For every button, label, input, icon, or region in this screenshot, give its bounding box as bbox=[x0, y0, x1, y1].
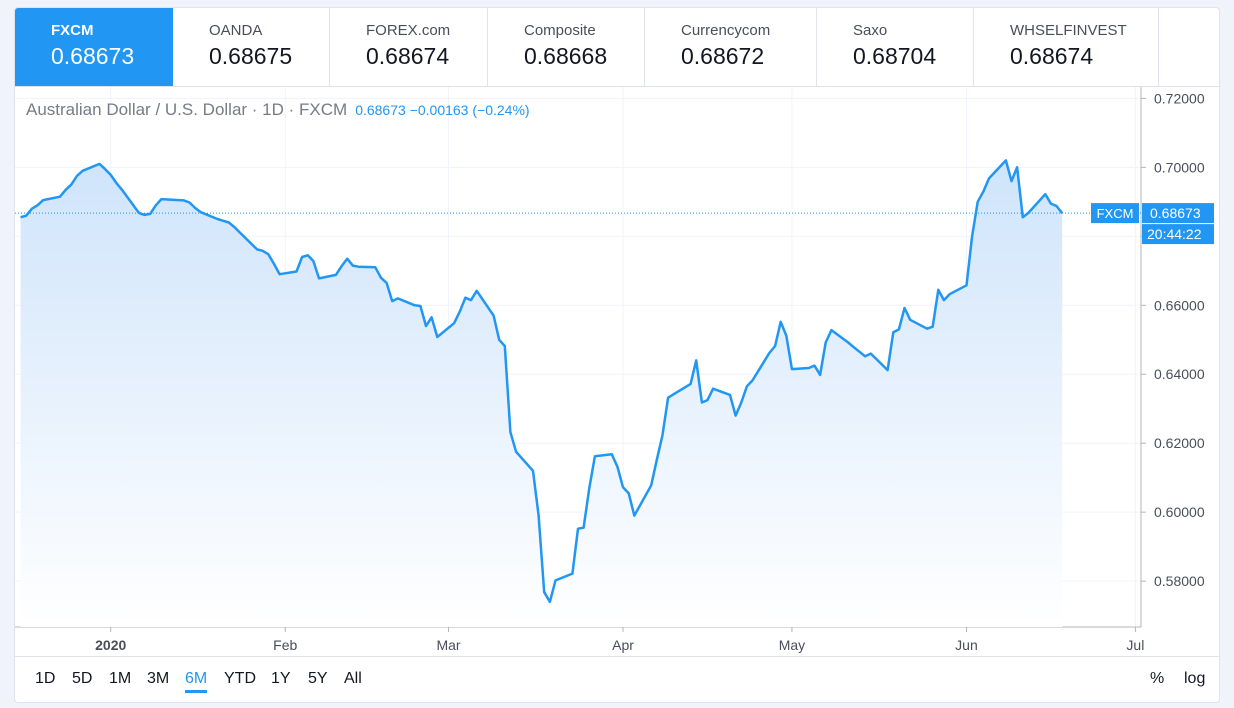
tab-name: Saxo bbox=[853, 22, 888, 39]
tab-name: Composite bbox=[524, 22, 596, 39]
tab-name: FXCM bbox=[51, 22, 94, 39]
y-tick-label: 0.58000 bbox=[1154, 573, 1205, 589]
tab-currencycom[interactable]: Currencycom 0.68672 bbox=[645, 8, 817, 86]
tab-saxo[interactable]: Saxo 0.68704 bbox=[817, 8, 974, 86]
y-tick-label: 0.70000 bbox=[1154, 159, 1205, 175]
y-tick-label: 0.62000 bbox=[1154, 435, 1205, 451]
tab-name: WHSELFINVEST bbox=[1010, 22, 1127, 39]
range-toolbar: 1D 5D 1M 3M 6M YTD 1Y 5Y All % log bbox=[15, 656, 1219, 702]
tab-whselfinvest[interactable]: WHSELFINVEST 0.68674 bbox=[974, 8, 1159, 86]
legend-quote: 0.68673 −0.00163 (−0.24%) bbox=[355, 102, 530, 118]
range-1d-button[interactable]: 1D bbox=[35, 670, 56, 687]
x-tick-label: Apr bbox=[612, 637, 634, 653]
tab-name: Currencycom bbox=[681, 22, 771, 39]
range-all-button[interactable]: All bbox=[344, 670, 362, 687]
y-tick-label: 0.66000 bbox=[1154, 297, 1205, 313]
price-line bbox=[20, 159, 1064, 604]
range-1m-button[interactable]: 1M bbox=[109, 670, 132, 687]
y-tick-label: 0.72000 bbox=[1154, 90, 1205, 106]
range-5y-button[interactable]: 5Y bbox=[308, 670, 328, 687]
tab-price: 0.68668 bbox=[524, 43, 608, 69]
y-tick-label: 0.64000 bbox=[1154, 366, 1205, 382]
tab-price: 0.68675 bbox=[209, 43, 293, 69]
symbol-title: Australian Dollar / U.S. Dollar · 1D · F… bbox=[26, 100, 348, 119]
range-ytd-button[interactable]: YTD bbox=[224, 670, 256, 687]
countdown-label: 20:44:22 bbox=[1147, 226, 1202, 242]
tab-name: FOREX.com bbox=[366, 22, 451, 39]
price-chart[interactable]: 0.720000.700000.680000.660000.640000.620… bbox=[15, 87, 1220, 657]
tab-price: 0.68673 bbox=[51, 43, 135, 69]
x-tick-label: Mar bbox=[436, 637, 460, 653]
tab-price: 0.68704 bbox=[853, 43, 937, 69]
price-area bbox=[20, 160, 1063, 627]
range-6m-button[interactable]: 6M bbox=[185, 669, 208, 693]
range-1y-button[interactable]: 1Y bbox=[271, 670, 291, 687]
last-price-value: 0.68673 bbox=[1150, 205, 1201, 221]
tab-oanda[interactable]: OANDA 0.68675 bbox=[173, 8, 330, 86]
y-tick-label: 0.60000 bbox=[1154, 504, 1205, 520]
tab-forex-com[interactable]: FOREX.com 0.68674 bbox=[330, 8, 488, 86]
x-tick-label: 2020 bbox=[95, 637, 126, 653]
tab-price: 0.68674 bbox=[366, 43, 450, 69]
range-3m-button[interactable]: 3M bbox=[147, 670, 170, 687]
x-tick-label: Jul bbox=[1126, 637, 1144, 653]
x-tick-label: Feb bbox=[273, 637, 297, 653]
last-price-source-box bbox=[1091, 203, 1139, 224]
last-price-source-label: FXCM bbox=[1097, 206, 1134, 221]
chart-legend: Australian Dollar / U.S. Dollar · 1D · F… bbox=[26, 100, 530, 120]
tab-fxcm[interactable]: FXCM 0.68673 bbox=[15, 8, 173, 86]
tab-composite[interactable]: Composite 0.68668 bbox=[488, 8, 645, 86]
x-tick-label: May bbox=[779, 637, 805, 653]
percent-scale-button[interactable]: % bbox=[1150, 670, 1165, 687]
log-scale-button[interactable]: log bbox=[1184, 670, 1206, 687]
range-5d-button[interactable]: 5D bbox=[72, 670, 93, 687]
tab-price: 0.68672 bbox=[681, 43, 765, 69]
exchange-tabs: FXCM 0.68673 OANDA 0.68675 FOREX.com 0.6… bbox=[15, 8, 1219, 87]
chart-widget: FXCM 0.68673 OANDA 0.68675 FOREX.com 0.6… bbox=[14, 7, 1220, 703]
countdown-box bbox=[1142, 224, 1214, 245]
tab-price: 0.68674 bbox=[1010, 43, 1094, 69]
tab-name: OANDA bbox=[209, 22, 263, 39]
x-tick-label: Jun bbox=[955, 637, 978, 653]
last-price-box bbox=[1142, 203, 1214, 224]
